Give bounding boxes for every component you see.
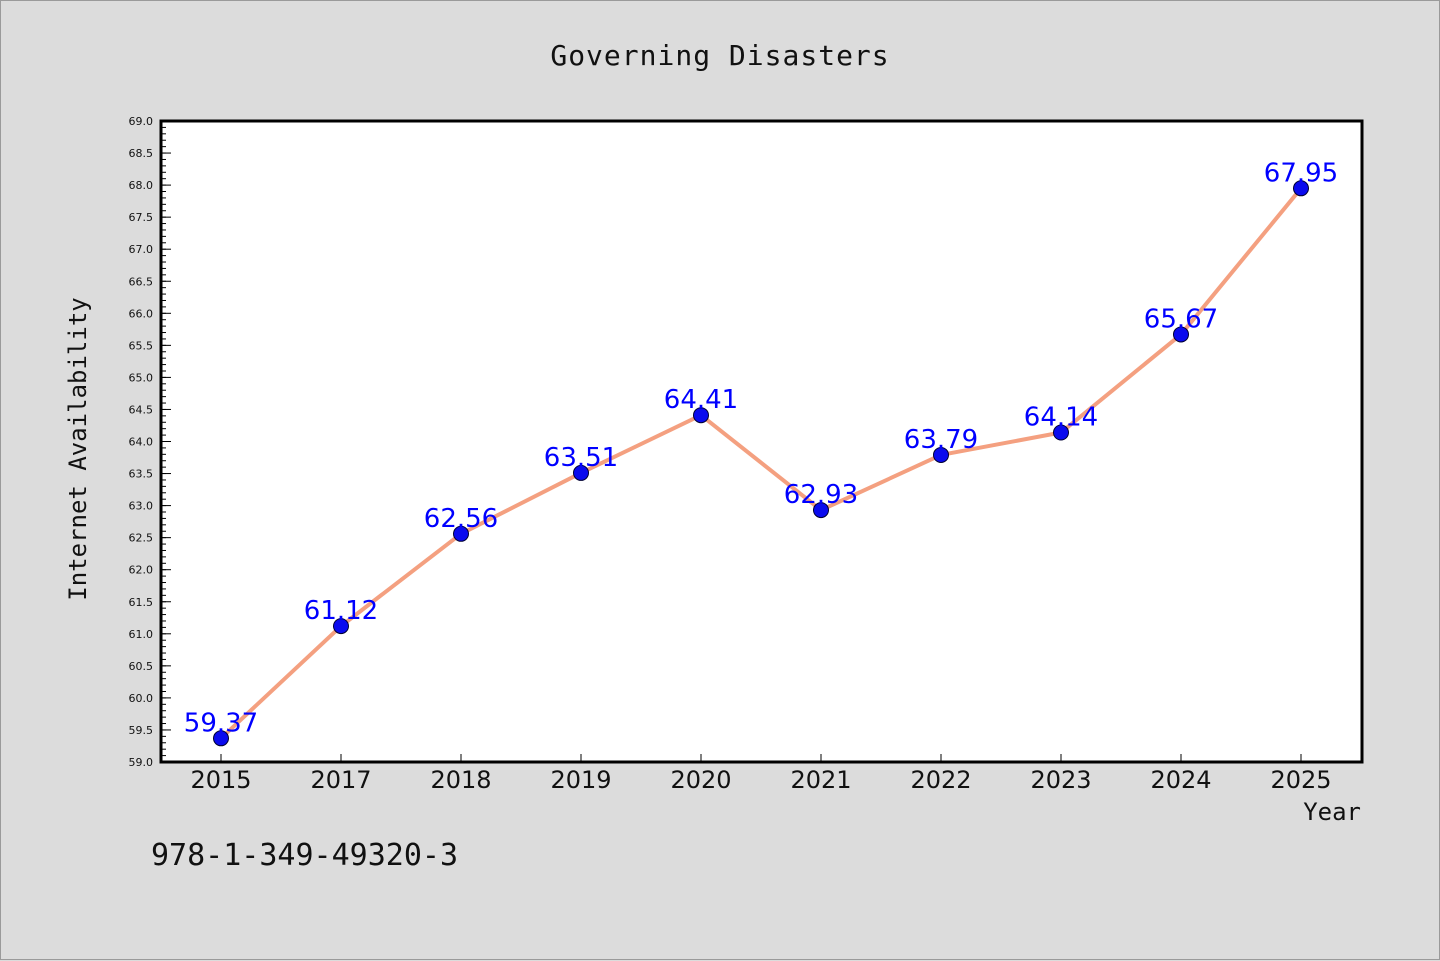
- y-tick-label: 66.0: [129, 307, 154, 320]
- data-point: [213, 730, 229, 747]
- series-line-layer: [219, 186, 1303, 741]
- x-axis: 2015 2017 2018 2019 2020 2021 2022 2023 2024 2025: [190, 754, 1332, 794]
- y-tick-label: 62.5: [129, 532, 154, 545]
- data-point: [573, 464, 589, 481]
- x-tick-label: 2018: [430, 766, 491, 794]
- y-tick-label: 62.0: [129, 564, 154, 577]
- data-point: [813, 502, 829, 519]
- data-point: [333, 618, 349, 635]
- chart-title: Governing Disasters: [550, 39, 889, 72]
- y-tick-label: 63.0: [129, 500, 154, 513]
- data-label-layer: 59.37 61.12 62.56 63.51 64.41 62.93 63.79 64.14…: [184, 158, 1338, 738]
- x-axis-label: Year: [1303, 798, 1361, 826]
- data-label: 67.95: [1264, 158, 1338, 188]
- plot-area: [161, 121, 1362, 762]
- y-tick-label: 67.5: [129, 211, 154, 224]
- marker-layer: [213, 180, 1309, 747]
- data-point: [693, 407, 709, 424]
- data-label: 64.41: [664, 385, 738, 415]
- x-tick-label: 2021: [790, 766, 851, 794]
- data-label: 64.14: [1024, 403, 1098, 433]
- y-tick-label: 59.0: [129, 756, 154, 769]
- y-tick-label: 63.5: [129, 468, 154, 481]
- x-tick-label: 2015: [190, 766, 251, 794]
- y-tick-label: 68.5: [129, 147, 154, 160]
- data-label: 62.93: [784, 480, 858, 510]
- y-tick-label: 68.0: [129, 179, 154, 192]
- x-tick-label: 2019: [550, 766, 611, 794]
- y-tick-label: 61.5: [129, 596, 154, 609]
- y-tick-label: 65.0: [129, 371, 154, 384]
- data-point: [1053, 424, 1069, 441]
- data-point: [1173, 326, 1189, 343]
- data-label: 63.79: [904, 425, 978, 455]
- data-label: 65.67: [1144, 304, 1218, 334]
- series-line: [219, 186, 1303, 741]
- x-tick-label: 2020: [670, 766, 731, 794]
- x-tick-label: 2023: [1030, 766, 1091, 794]
- y-axis-label: Internet Availability: [64, 297, 92, 600]
- y-axis: 59.0 59.5 60.0 60.5 61.0 61.5 62.0 62.5 63.0 63.5…: [129, 115, 171, 769]
- y-tick-label: 61.0: [129, 628, 154, 641]
- y-tick-label: 69.0: [129, 115, 154, 128]
- plot-border: [159, 119, 1364, 764]
- data-point: [1293, 180, 1309, 197]
- x-tick-label: 2025: [1270, 766, 1331, 794]
- y-tick-label: 64.0: [129, 436, 154, 449]
- isbn-text: 978-1-349-49320-3: [151, 838, 458, 873]
- x-tick-label: 2024: [1150, 766, 1211, 794]
- y-tick-label: 60.5: [129, 660, 154, 673]
- data-label: 62.56: [424, 504, 498, 534]
- x-tick-label: 2022: [910, 766, 971, 794]
- y-tick-label: 65.5: [129, 339, 154, 352]
- data-label: 61.12: [304, 596, 378, 626]
- y-tick-label: 64.5: [129, 403, 154, 416]
- data-label: 63.51: [544, 443, 618, 473]
- y-tick-label: 67.0: [129, 243, 154, 256]
- y-tick-label: 59.5: [129, 724, 154, 737]
- data-point: [453, 525, 469, 542]
- x-tick-label: 2017: [310, 766, 371, 794]
- y-tick-label: 60.0: [129, 692, 154, 705]
- data-label: 59.37: [184, 708, 258, 738]
- y-tick-label: 66.5: [129, 275, 154, 288]
- data-point: [933, 446, 949, 463]
